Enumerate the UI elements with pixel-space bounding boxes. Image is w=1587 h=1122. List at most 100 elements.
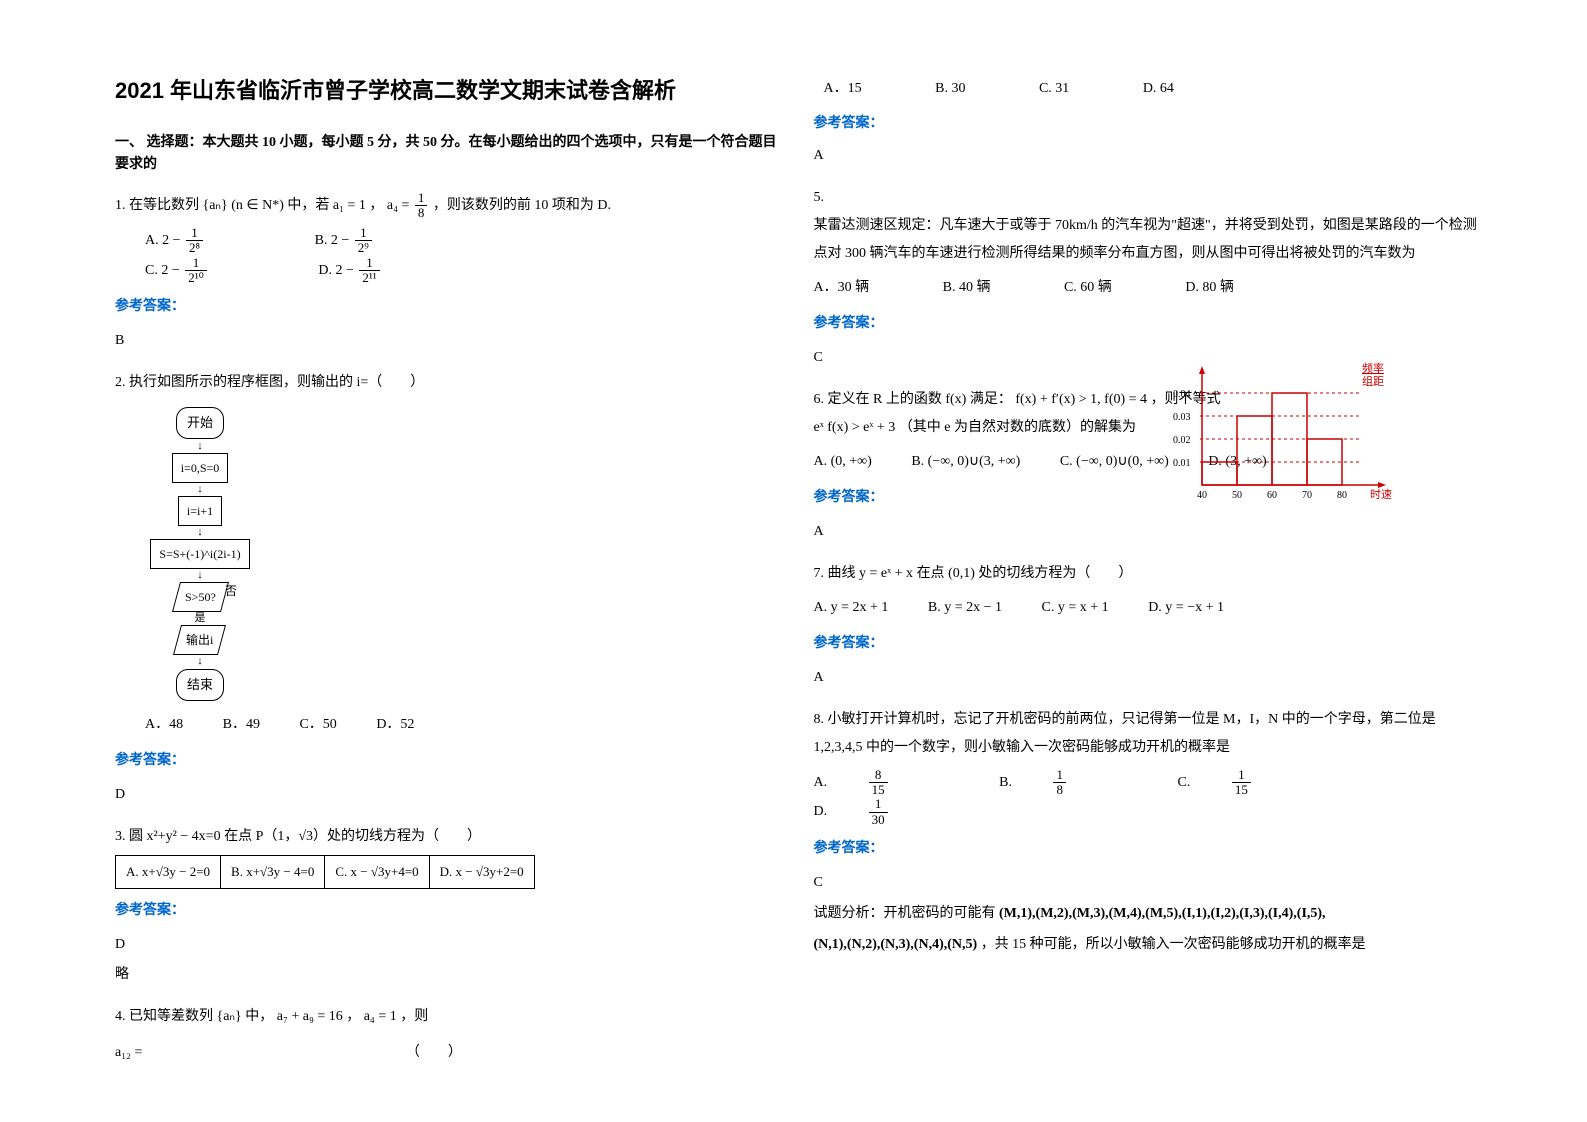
q2-opt-c: C．50 — [299, 711, 336, 739]
q5-options: A．30 辆 B. 40 辆 C. 60 辆 D. 80 辆 — [814, 274, 1483, 302]
q7-pt: (0,1) — [948, 566, 975, 581]
q5-stem: 某雷达测速区规定：凡车速大于或等于 70km/h 的汽车视为"超速"，并将受到处… — [814, 212, 1483, 268]
q3-ans: D — [115, 931, 784, 959]
q2-ans: D — [115, 781, 784, 809]
q8-ans: C — [814, 869, 1483, 897]
fc-yes: 是 — [135, 613, 265, 624]
svg-text:0.01: 0.01 — [1173, 458, 1191, 469]
q1-opt-b: B. 2 − 12⁹ — [315, 226, 444, 256]
left-column: 2021 年山东省临沂市曾子学校高二数学文期末试卷含解析 一、 选择题：本大题共… — [100, 70, 799, 1092]
q5-num: 5. — [814, 184, 1483, 212]
q6-ans: A — [814, 518, 1483, 546]
svg-text:60: 60 — [1267, 490, 1277, 501]
q4-c2: a₄ = 1 — [364, 1009, 397, 1024]
q7-opt-c: C. y = x + 1 — [1042, 594, 1109, 622]
q1-ans: B — [115, 327, 784, 355]
q7-opt-a: A. y = 2x + 1 — [814, 594, 889, 622]
q1-a4: a₄ = — [387, 198, 413, 213]
q8-opt-d: D. 130 — [814, 797, 960, 827]
q5-ref: 参考答案： — [814, 310, 1483, 338]
q5-opt-c: C. 60 辆 — [1064, 274, 1112, 302]
q2-opt-d: D．52 — [376, 711, 414, 739]
q6-opt-c: C. (−∞, 0)∪(0, +∞) — [1060, 448, 1169, 476]
q6-opt-b: B. (−∞, 0)∪(3, +∞) — [911, 448, 1020, 476]
q1-ref: 参考答案： — [115, 293, 784, 321]
q4-opt-c: C. 31 — [1039, 76, 1069, 103]
q4-opt-a: A．15 — [824, 76, 862, 103]
q7-curve: y = eˣ + x — [859, 566, 913, 581]
q8-stem: 8. 小敏打开计算机时，忘记了开机密码的前两位，只记得第一位是 M，I，N 中的… — [814, 706, 1483, 762]
q8-options: A. 815 B. 18 C. 115 D. 130 — [814, 768, 1483, 827]
q2-options: A．48 B．49 C．50 D．52 — [145, 711, 784, 739]
fc-end: 结束 — [176, 669, 224, 701]
q7-ans: A — [814, 664, 1483, 692]
q4-ans: A — [814, 143, 1483, 170]
question-8: 8. 小敏打开计算机时，忘记了开机密码的前两位，只记得第一位是 M，I，N 中的… — [814, 706, 1483, 961]
q2-opt-a: A．48 — [145, 711, 183, 739]
hist-ylabel1: 频率 — [1362, 361, 1384, 375]
q1-stem-d: ，则该数列的前 10 项和为 D. — [433, 198, 611, 213]
q1-options: A. 2 − 12⁸ B. 2 − 12⁹ C. 2 − 12¹⁰ D. 2 −… — [145, 226, 784, 285]
fc-arrow: ↓ — [135, 570, 265, 581]
question-5: 5. 某雷达测速区规定：凡车速大于或等于 70km/h 的汽车视为"超速"，并将… — [814, 184, 1483, 372]
fc-arrow: ↓ — [135, 656, 265, 667]
q7-stem-b: 在点 — [917, 566, 945, 581]
right-column: A．15 B. 30 C. 31 D. 64 参考答案： A 5. 某雷达测速区… — [799, 70, 1498, 1092]
q4-seq: {aₙ} — [217, 1009, 242, 1024]
q7-options: A. y = 2x + 1 B. y = 2x − 1 C. y = x + 1… — [814, 594, 1483, 622]
q1-seq: {aₙ} — [203, 198, 228, 213]
q7-ref: 参考答案： — [814, 630, 1483, 658]
q8-opt-a: A. 815 — [814, 768, 960, 798]
section-1-head: 一、 选择题：本大题共 10 小题，每小题 5 分，共 50 分。在每小题给出的… — [115, 132, 784, 177]
svg-text:0.04: 0.04 — [1173, 389, 1191, 400]
q4-opt-d: D. 64 — [1143, 76, 1174, 103]
histogram: 频率 组距 0.04 0.03 0.02 0.01 40 50 60 70 80… — [1167, 360, 1397, 510]
q4-options: A．15 B. 30 C. 31 D. 64 — [824, 76, 1483, 103]
svg-text:70: 70 — [1302, 490, 1312, 501]
question-3: 3. 圆 x²+y² − 4x=0 在点 P（1，√3）处的切线方程为（ ） A… — [115, 823, 784, 989]
q3-stem: 3. 圆 x²+y² − 4x=0 在点 P（1，√3）处的切线方程为（ ） — [115, 823, 784, 851]
svg-text:80: 80 — [1337, 490, 1347, 501]
fc-calc: S=S+(-1)^i(2i-1) — [150, 539, 249, 569]
q1-opt-c: C. 2 − 12¹⁰ — [145, 256, 279, 286]
fc-arrow: ↓ — [135, 527, 265, 538]
q4-stem-d: ，则 — [400, 1009, 428, 1024]
q4-c1: a₇ + a₉ = 16 — [277, 1009, 343, 1024]
q8-opt-b: B. 18 — [999, 768, 1138, 798]
q3-table: A. x+√3y − 2=0 B. x+√3y − 4=0 C. x − √3y… — [115, 855, 535, 889]
q3-ref: 参考答案： — [115, 897, 784, 925]
q6-ineq: eˣ f(x) > eˣ + 3 — [814, 420, 896, 435]
q6-stem-b: 满足： — [970, 392, 1012, 407]
q1-opt-d: D. 2 − 12¹¹ — [318, 256, 451, 286]
q1-a1: a₁ = 1 — [333, 198, 366, 213]
q4-ref: 参考答案： — [814, 111, 1483, 138]
question-4: 4. 已知等差数列 {aₙ} 中， a₇ + a₉ = 16 ， a₄ = 1 … — [115, 1003, 784, 1067]
fc-start: 开始 — [176, 407, 224, 439]
q1-opt-a: A. 2 − 12⁸ — [145, 226, 275, 256]
fc-arrow: ↓ — [135, 441, 265, 452]
question-2: 2. 执行如图所示的程序框图，则输出的 i=（ ） 开始 ↓ i=0,S=0 ↓… — [115, 369, 784, 809]
q4-tgt: a₁₂ = — [115, 1045, 142, 1060]
q1-stem-c: ， — [369, 198, 383, 213]
flowchart: 开始 ↓ i=0,S=0 ↓ i=i+1 ↓ S=S+(-1)^i(2i-1) … — [135, 405, 265, 703]
q4-opt-b: B. 30 — [935, 76, 965, 103]
q6-opt-a: A. (0, +∞) — [814, 448, 872, 476]
q1-stem-b: (n ∈ N*) 中，若 — [231, 198, 329, 213]
svg-text:40: 40 — [1197, 490, 1207, 501]
fc-inc: i=i+1 — [178, 496, 222, 526]
q7-stem-a: 7. 曲线 — [814, 566, 856, 581]
q2-stem: 2. 执行如图所示的程序框图，则输出的 i=（ ） — [115, 369, 784, 397]
q5-opt-a: A．30 辆 — [814, 274, 870, 302]
fc-arrow: ↓ — [135, 484, 265, 495]
fc-init: i=0,S=0 — [172, 453, 229, 483]
q6-cond: f(x) + f′(x) > 1, f(0) = 4 — [1015, 392, 1147, 407]
fc-no: 否 — [225, 579, 237, 603]
q2-ref: 参考答案： — [115, 747, 784, 775]
q8-ref: 参考答案： — [814, 835, 1483, 863]
hist-xlabel: 时速 — [1370, 488, 1392, 501]
q6-f: f(x) — [945, 392, 966, 407]
q6-stem-a: 6. 定义在 R 上的函数 — [814, 392, 942, 407]
q1-stem-a: 1. 在等比数列 — [115, 198, 199, 213]
fc-out: 输出i — [173, 625, 226, 655]
q7-stem-c: 处的切线方程为（ ） — [978, 566, 1132, 581]
